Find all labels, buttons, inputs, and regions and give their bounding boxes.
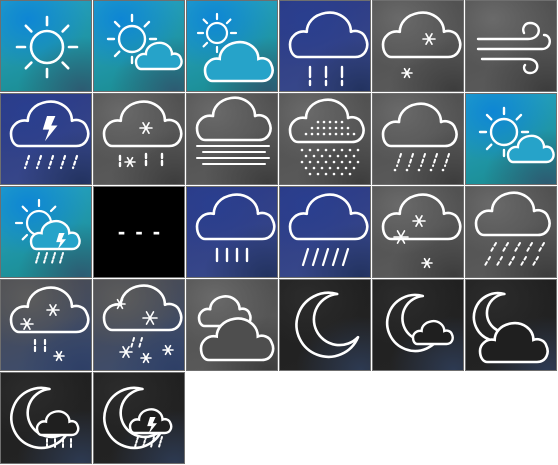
weather-tile-hail (279, 93, 371, 185)
weather-tile-sun-thunderstorm (0, 186, 92, 278)
weather-tile-rain (186, 186, 278, 278)
weather-tile-clear-day (0, 0, 92, 92)
night-thunderstorm-icon (103, 386, 173, 450)
clear-night-icon (295, 291, 360, 359)
heavy-rain-icon (288, 193, 369, 267)
weather-tile-partly-cloudy-night (372, 279, 464, 371)
weather-tile-not-available: - - -- - - (93, 186, 185, 278)
partly-cloudy-night-icon (385, 293, 454, 353)
night-rain-icon (10, 386, 80, 450)
partly-cloudy-day-icon (106, 13, 183, 71)
sleet-icon (381, 102, 458, 172)
overcast-icon (197, 295, 275, 362)
weather-tile-mostly-cloudy-day (186, 0, 278, 92)
not-available-icon: - - - (118, 219, 162, 244)
weather-tile-sleet (372, 93, 464, 185)
weather-tile-mostly-cloudy-night (465, 279, 557, 371)
weather-tile-thunderstorm (0, 93, 92, 185)
thunderstorm-icon (9, 100, 90, 170)
cloudy-snow-rain-icon (102, 100, 183, 170)
windy-rain-icon (474, 191, 551, 268)
weather-tile-night-rain (0, 372, 92, 464)
light-snow-icon (381, 193, 462, 269)
mostly-cloudy-night-icon (472, 291, 549, 364)
weather-tile-heavy-snow (93, 279, 185, 371)
fog-icon (195, 96, 272, 165)
weather-tile-clear-night (279, 279, 371, 371)
snow-showers-icon (9, 286, 90, 362)
sun-thunderstorm-icon (14, 198, 81, 264)
cloudy-rain-icon (288, 11, 369, 87)
weather-tile-windy (465, 0, 557, 92)
windy-icon (476, 21, 551, 75)
rain-icon (195, 193, 276, 263)
weather-tile-partly-cloudy-day (465, 93, 557, 185)
weather-tile-light-snow (372, 186, 464, 278)
partly-cloudy-day-icon (478, 106, 555, 164)
weather-tile-snow-showers (0, 279, 92, 371)
clear-day-icon (15, 15, 79, 79)
not-available-label: - - - (118, 219, 162, 244)
weather-tile-heavy-rain (279, 186, 371, 278)
weather-tile-partly-cloudy-day (93, 0, 185, 92)
weather-tile-cloudy-snow (372, 0, 464, 92)
weather-tile-windy-rain (465, 186, 557, 278)
heavy-snow-icon (102, 284, 183, 364)
weather-tile-fog (186, 93, 278, 185)
weather-tile-overcast (186, 279, 278, 371)
mostly-cloudy-day-icon (196, 12, 274, 83)
hail-icon (288, 98, 365, 176)
cloudy-snow-icon (381, 11, 462, 79)
weather-tile-night-thunderstorm (93, 372, 185, 464)
weather-tile-cloudy-snow-rain (93, 93, 185, 185)
weather-tile-cloudy-rain (279, 0, 371, 92)
